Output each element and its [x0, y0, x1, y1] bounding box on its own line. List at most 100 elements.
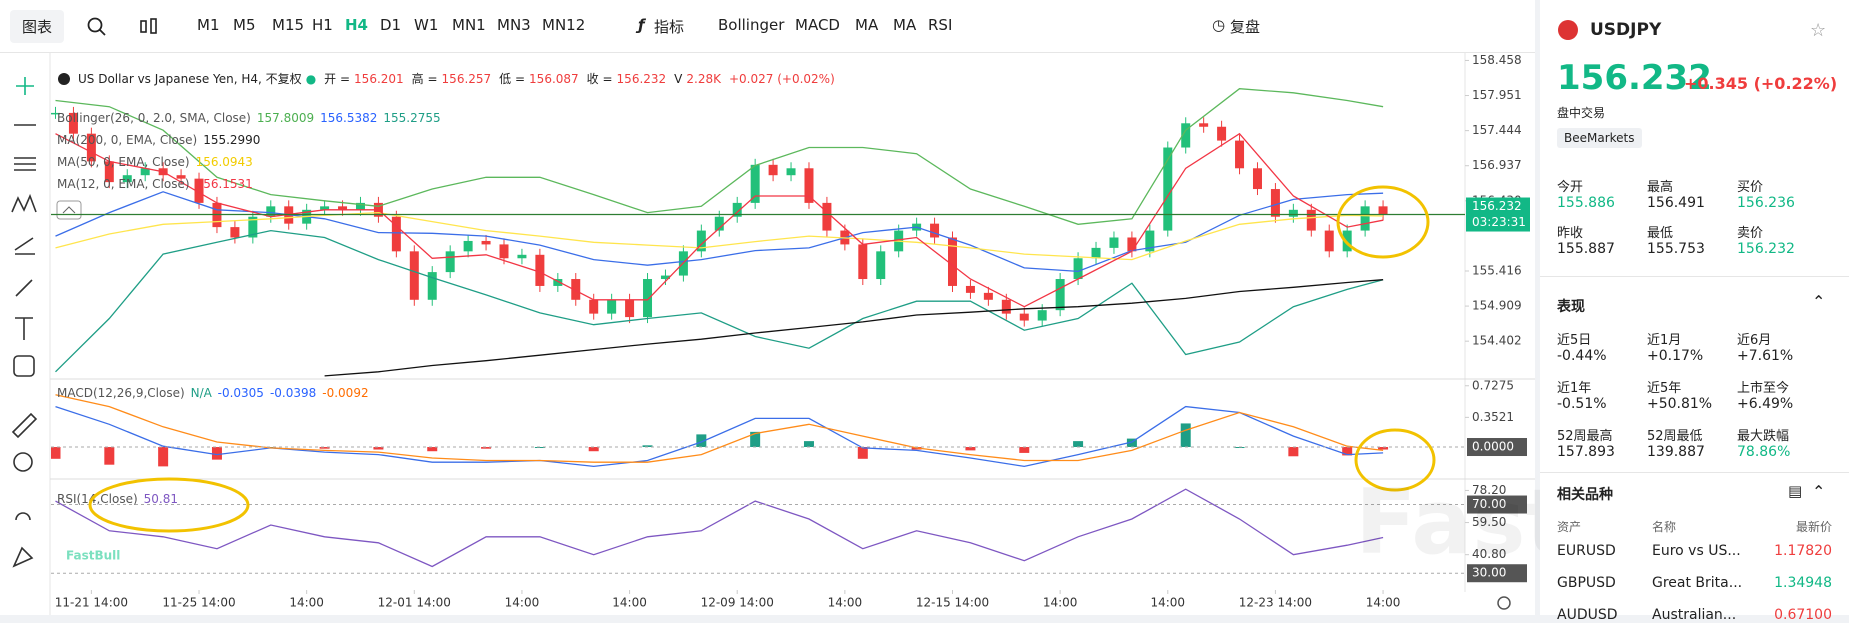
histogram-bar [1342, 447, 1353, 456]
countdown-label: 03:23:31 [1472, 215, 1526, 229]
x-tick-label: 14:00 [1043, 596, 1078, 610]
text-tool[interactable] [15, 317, 33, 340]
brush-tool[interactable] [15, 279, 33, 297]
pattern-tool[interactable] [11, 193, 37, 213]
chart: 158.458157.951157.444156.937156.430155.4… [11, 52, 1535, 615]
candle [68, 112, 78, 134]
y-tick-label: 78.20 [1472, 483, 1506, 497]
ruler-tool[interactable] [11, 412, 38, 439]
timeframe-button[interactable]: H1 [312, 16, 333, 34]
asset-price[interactable]: 1.34948 [1774, 575, 1832, 591]
histogram-bar [1180, 423, 1191, 448]
x-tick-label: 12-01 14:00 [378, 596, 451, 610]
fib-tool[interactable] [14, 237, 35, 255]
zoom-tool[interactable] [13, 452, 33, 472]
collapse-icon[interactable]: ⌃ [1812, 482, 1826, 501]
asset-name[interactable]: Great Brita... [1652, 575, 1743, 591]
indicator-legend: MACD(12,26,9,Close) N/A -0.0305 -0.0398 -0.0… [57, 386, 369, 400]
broker-tag[interactable]: BeeMarkets [1557, 128, 1642, 148]
indicator-button[interactable]: MACD [795, 16, 840, 34]
histogram-bar [588, 447, 599, 452]
performance-value: 157.893 [1557, 444, 1615, 460]
timeframe-button[interactable]: W1 [414, 16, 439, 34]
collapse-icon[interactable]: ⌃ [1812, 292, 1826, 311]
indicators-menu[interactable]: 指标 [654, 18, 685, 36]
collapse-button[interactable] [56, 200, 82, 220]
y-tick-label: 0.3521 [1472, 410, 1514, 424]
lock-tool[interactable] [12, 546, 34, 568]
candle [858, 244, 868, 280]
timeframe-button[interactable]: M15 [272, 16, 305, 34]
table-header: 资产 [1557, 520, 1582, 534]
drawing-tools[interactable] [11, 77, 38, 568]
histogram-bar [319, 447, 330, 449]
asset-name[interactable]: Australian... [1652, 607, 1737, 623]
crosshair-tool[interactable] [16, 77, 34, 95]
candle [1055, 279, 1065, 311]
indicator-value: 156.5382 [320, 111, 377, 125]
candle [696, 230, 706, 252]
stat-value: 155.886 [1557, 195, 1615, 211]
quote-panel: USDJPY ☆ 156.232 +0.345 (+0.22%) 盘中交易 Be… [1540, 0, 1849, 623]
timeframe-button[interactable]: M5 [233, 16, 256, 34]
list-icon[interactable]: ▤ [1788, 482, 1803, 500]
price-change: +0.345 (+0.22%) [1684, 74, 1838, 93]
candle [1324, 230, 1334, 252]
indicator-button[interactable]: RSI [928, 16, 953, 34]
annotation-circle [88, 477, 250, 533]
settings-icon[interactable] [1497, 596, 1511, 610]
market-status: 盘中交易 [1557, 106, 1606, 120]
histogram-bar [803, 441, 814, 448]
replay-icon[interactable]: ◷ [1212, 16, 1226, 34]
performance-value: 78.86% [1737, 444, 1791, 460]
emoji-tool[interactable] [13, 355, 35, 377]
candle [445, 251, 455, 273]
asset-symbol[interactable]: GBPUSD [1557, 575, 1616, 591]
replay-button[interactable]: 复盘 [1230, 18, 1261, 36]
table-header: 名称 [1652, 520, 1677, 534]
stat-value: 156.491 [1647, 195, 1705, 211]
x-tick-label: 11-21 14:00 [55, 596, 128, 610]
y-tick-label: 0.0000 [1472, 440, 1514, 454]
magnet-tool[interactable] [15, 512, 31, 521]
indicator-name: MACD(12,26,9,Close) [57, 386, 185, 400]
channel-tool[interactable] [14, 157, 36, 171]
candle [607, 299, 617, 314]
performance-value: -0.51% [1557, 396, 1607, 412]
asset-symbol[interactable]: EURUSD [1557, 543, 1616, 559]
candle [194, 178, 204, 203]
candle [1235, 140, 1245, 169]
indicator-button[interactable]: Bollinger [718, 16, 785, 34]
favorite-icon[interactable]: ☆ [1810, 20, 1827, 41]
timeframe-button[interactable]: D1 [380, 16, 402, 34]
stat-value: 155.753 [1647, 241, 1705, 257]
y-tick-label: 30.00 [1472, 566, 1506, 580]
histogram-bar [1378, 447, 1389, 450]
timeframe-button[interactable]: M1 [197, 16, 220, 34]
table-header: 最新价 [1795, 520, 1832, 534]
chart-panel: 158.458157.951157.444156.937156.430155.4… [0, 0, 1763, 615]
y-tick-label: 157.951 [1472, 88, 1522, 102]
toolbar: 图表 ƒ ◷ 复盘 M1 M5 M15 H1 H4 D1 W1 MN1 MN3 MN12 指标 Bol… [0, 0, 1535, 53]
chart-menu[interactable]: 图表 [10, 10, 65, 43]
timeframe-button[interactable]: MN12 [542, 16, 586, 34]
chart-type-icon[interactable] [138, 16, 160, 38]
asset-price[interactable]: 1.17820 [1774, 543, 1832, 559]
indicator-button[interactable]: MA [855, 16, 879, 34]
candle [714, 216, 724, 231]
indicator-button[interactable]: MA [893, 16, 917, 34]
asset-symbol[interactable]: AUDUSD [1557, 607, 1618, 623]
timeframe-button[interactable]: MN3 [497, 16, 531, 34]
candle [768, 164, 778, 176]
asset-name[interactable]: Euro vs US... [1652, 543, 1741, 559]
indicator-icon[interactable]: ƒ [638, 16, 645, 34]
x-tick-label: 14:00 [612, 596, 647, 610]
timeframe-button[interactable]: H4 [345, 16, 368, 34]
asset-price[interactable]: 0.67100 [1774, 607, 1832, 623]
performance-label: 近5日 [1557, 333, 1592, 348]
candle [104, 161, 114, 183]
timeframe-button[interactable]: MN1 [452, 16, 486, 34]
search-icon[interactable] [86, 16, 108, 38]
ohlc-value: 2.28K [686, 72, 722, 86]
watermark-logo: FastBull [66, 549, 120, 563]
